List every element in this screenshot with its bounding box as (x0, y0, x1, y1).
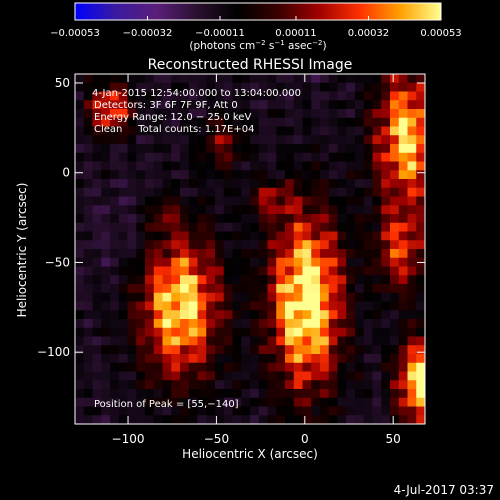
y-tick-label: 0 (62, 166, 70, 180)
colorbar-tick-label: 0.00032 (348, 28, 389, 39)
peak-position-label: Position of Peak = [55,−140] (94, 399, 239, 410)
y-axis-ticks: 50 0 −50 −100 (37, 76, 425, 359)
x-tick-label: 50 (386, 432, 401, 446)
plot-frame (74, 73, 426, 425)
annotation-detectors: Detectors: 3F 6F 7F 9F, Att 0 (94, 100, 238, 111)
colorbar-tick-label: 0.00011 (275, 28, 316, 39)
y-axis-label: Heliocentric Y (arcsec) (15, 183, 29, 318)
colorbar-tick-label: −0.00011 (195, 28, 245, 39)
colorbar-tick-label: 0.00053 (420, 28, 461, 39)
x-axis-ticks: −100 −50 0 50 (112, 74, 401, 446)
y-tick-label: −100 (37, 345, 70, 359)
x-tick-label: 0 (301, 432, 309, 446)
y-tick-label: 50 (55, 76, 70, 90)
y-tick-label: −50 (45, 255, 70, 269)
colorbar-tick-label: −0.00032 (123, 28, 173, 39)
chart-title: Reconstructed RHESSI Image (148, 57, 353, 73)
annotation-counts: Clean Total counts: 1.17E+04 (94, 124, 254, 135)
x-tick-label: −50 (204, 432, 229, 446)
colorbar-unit: (photons cm−2 s−1 asec−2) (189, 39, 326, 52)
x-axis-label: Heliocentric X (arcsec) (182, 447, 318, 461)
annotation-block: 4-Jan-2015 12:54:00.000 to 13:04:00.000 … (92, 88, 301, 135)
colorbar: −0.00053 −0.00032 −0.00011 0.00011 0.00032 0.… (50, 2, 462, 52)
colorbar-tick-label: −0.00053 (50, 28, 100, 39)
x-tick-label: −100 (112, 432, 145, 446)
plot-timestamp: 4-Jul-2017 03:37 (394, 483, 494, 497)
heatmap-image (75, 74, 425, 424)
colorbar-ticks: −0.00053 −0.00032 −0.00011 0.00011 0.00032 0.… (50, 16, 462, 39)
annotation-time-range: 4-Jan-2015 12:54:00.000 to 13:04:00.000 (92, 88, 301, 99)
annotation-energy: Energy Range: 12.0 − 25.0 keV (94, 112, 251, 123)
colorbar-gradient (74, 2, 442, 21)
